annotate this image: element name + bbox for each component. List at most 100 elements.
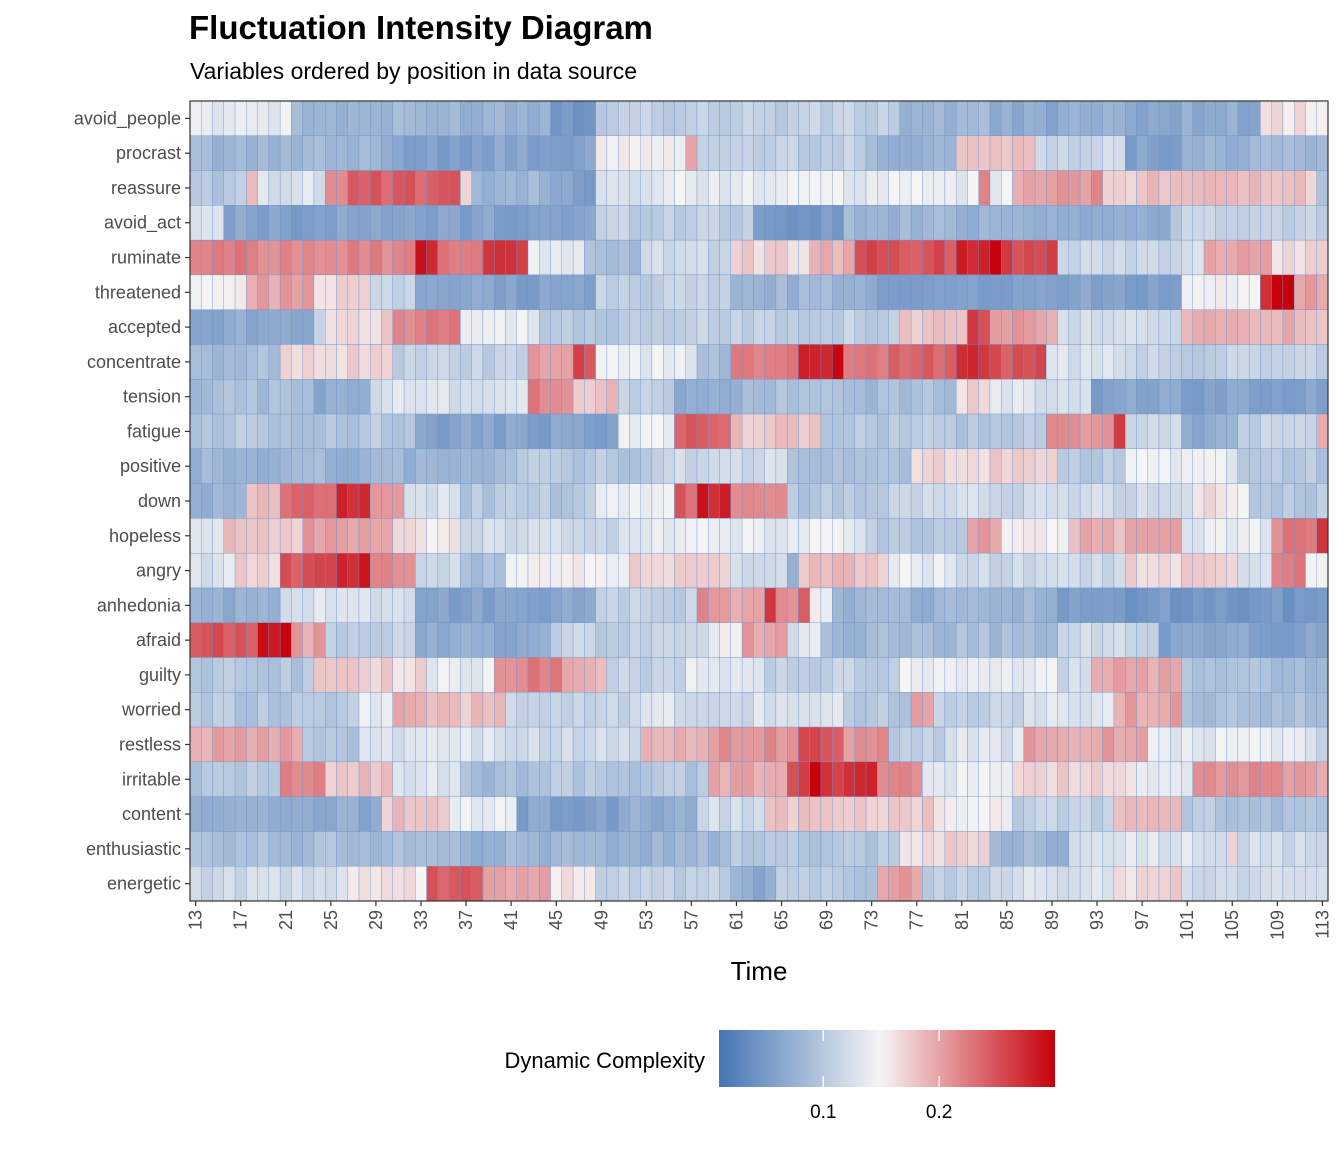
heatmap-cell — [1001, 135, 1013, 171]
heatmap-cell — [775, 309, 788, 345]
heatmap-cell — [674, 692, 686, 728]
heatmap-cell — [629, 692, 641, 728]
heatmap-cell — [1237, 448, 1250, 484]
heatmap-cell — [1012, 413, 1024, 449]
heatmap-cell — [1158, 379, 1171, 415]
heatmap-cell — [922, 344, 934, 380]
heatmap-cell — [910, 657, 923, 693]
heatmap-cell — [629, 205, 641, 241]
heatmap-cell — [978, 518, 991, 554]
heatmap-cell — [212, 622, 224, 658]
heatmap-cell — [1215, 100, 1227, 136]
heatmap-cell — [865, 552, 878, 589]
heatmap-cell — [1125, 239, 1137, 276]
heatmap-cell — [268, 413, 281, 449]
heatmap-cell — [741, 657, 754, 693]
heatmap-cell — [234, 100, 247, 136]
heatmap-cell — [1215, 448, 1227, 484]
heatmap-cell — [617, 483, 630, 519]
heatmap-cell — [572, 796, 585, 832]
heatmap-cell — [1237, 657, 1250, 693]
heatmap-cell — [1147, 205, 1160, 241]
heatmap-cell — [1068, 413, 1081, 449]
heatmap-cell — [865, 587, 878, 623]
heatmap-cell — [1294, 135, 1306, 171]
heatmap-cell — [550, 483, 562, 519]
heatmap-cell — [1305, 239, 1317, 276]
heatmap-cell — [978, 587, 991, 623]
heatmap-cell — [505, 100, 517, 136]
heatmap-cell — [336, 761, 348, 797]
heatmap-cell — [302, 866, 315, 902]
heatmap-cell — [279, 518, 292, 554]
heatmap-cell — [279, 657, 292, 693]
heatmap-cell — [809, 518, 822, 554]
heatmap-cell — [358, 622, 371, 658]
heatmap-cell — [967, 344, 979, 380]
heatmap-cell — [1316, 239, 1329, 276]
heatmap-cell — [809, 726, 822, 763]
heatmap-cell — [550, 761, 562, 797]
heatmap-cell — [854, 448, 867, 484]
heatmap-cell — [403, 274, 416, 310]
heatmap-cell — [820, 100, 833, 136]
heatmap-cell — [764, 413, 777, 449]
heatmap-cell — [1248, 135, 1261, 171]
heatmap-cell — [854, 866, 867, 902]
heatmap-cell — [550, 135, 562, 171]
heatmap-cell — [617, 448, 630, 484]
heatmap-cell — [1237, 100, 1250, 136]
heatmap-cell — [358, 100, 371, 136]
heatmap-cell — [1271, 552, 1284, 589]
heatmap-cell — [888, 344, 901, 380]
heatmap-cell — [246, 135, 258, 171]
heatmap-cell — [595, 831, 608, 867]
heatmap-cell — [730, 239, 743, 276]
heatmap-cell — [651, 170, 664, 206]
heatmap-cell — [223, 344, 236, 380]
heatmap-cell — [1012, 587, 1024, 623]
heatmap-cell — [448, 761, 461, 797]
heatmap-cell — [1248, 518, 1261, 554]
heatmap-cell — [1260, 413, 1272, 449]
heatmap-cell — [1012, 309, 1024, 345]
heatmap-cell — [234, 483, 247, 519]
heatmap-cell — [798, 413, 810, 449]
heatmap-cell — [854, 309, 867, 345]
x-tick-label: 13 — [186, 910, 206, 930]
heatmap-cell — [933, 170, 946, 206]
heatmap-cell — [561, 135, 574, 171]
heatmap-cell — [1079, 344, 1092, 380]
heatmap-cell — [685, 761, 698, 797]
heatmap-cell — [956, 518, 968, 554]
heatmap-cell — [1170, 761, 1182, 797]
heatmap-cell — [1001, 692, 1013, 728]
heatmap-cell — [888, 413, 901, 449]
heatmap-cell — [696, 831, 709, 867]
heatmap-cell — [629, 518, 641, 554]
heatmap-cell — [663, 448, 675, 484]
y-tick-label: threatened — [95, 282, 181, 302]
heatmap-cell — [651, 622, 664, 658]
heatmap-cell — [741, 726, 754, 763]
heatmap-cell — [584, 831, 596, 867]
heatmap-cell — [325, 831, 337, 867]
heatmap-cell — [798, 344, 810, 380]
heatmap-cell — [1023, 344, 1036, 380]
heatmap-cell — [753, 135, 765, 171]
heatmap-cell — [1294, 831, 1306, 867]
heatmap-cell — [403, 413, 416, 449]
heatmap-cell — [775, 552, 788, 589]
heatmap-cell — [1079, 413, 1092, 449]
heatmap-cell — [956, 413, 968, 449]
heatmap-cell — [1113, 761, 1126, 797]
heatmap-cell — [1271, 135, 1284, 171]
heatmap-cell — [1136, 344, 1148, 380]
heatmap-cell — [877, 622, 889, 658]
heatmap-cell — [663, 379, 675, 415]
heatmap-cell — [753, 866, 765, 902]
heatmap-cell — [448, 274, 461, 310]
x-tick-label: 41 — [501, 910, 521, 930]
heatmap-cell — [234, 866, 247, 902]
heatmap-cell — [1237, 483, 1250, 519]
